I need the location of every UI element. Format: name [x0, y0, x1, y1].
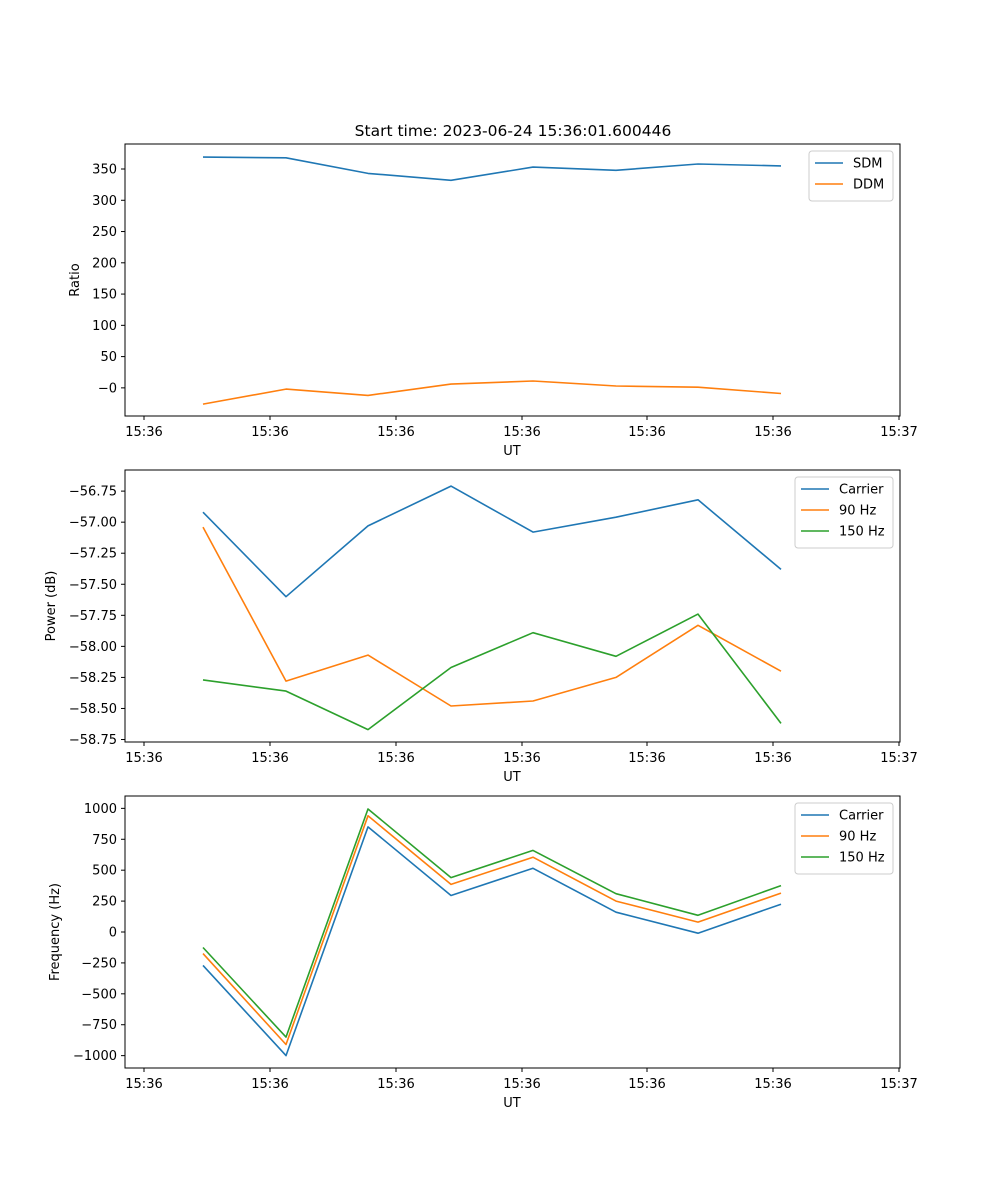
y-tick-label: 750 [92, 833, 117, 848]
axes-frame [124, 795, 901, 1069]
x-tick-label: 15:36 [628, 1077, 665, 1092]
legend-entry: Carrier [839, 809, 884, 824]
x-tick-label: 15:37 [880, 751, 917, 766]
frequency-panel: 15:36 15:36 15:36 15:36 15:36 15:36 15:37 UT 100… [48, 795, 918, 1111]
power-panel: 15:36 15:36 15:36 15:36 15:36 15:36 15:37 UT −56… [44, 469, 918, 785]
y-tick-label: −1000 [73, 1049, 117, 1064]
y-tick-label: −58.00 [69, 640, 117, 655]
legend-entry: Carrier [839, 483, 884, 498]
legend-entry: 90 Hz [839, 830, 876, 845]
y-tick-label: −250 [81, 956, 117, 971]
x-tick-label: 15:36 [754, 425, 791, 440]
series-line-150-hz [202, 613, 782, 731]
x-tick-label: 15:37 [880, 1077, 917, 1092]
x-tick-label: 15:36 [251, 751, 288, 766]
series-line-90-hz [202, 814, 782, 1046]
series-line-90-hz [202, 526, 782, 707]
series-line-150-hz [202, 808, 782, 1038]
x-tick-label: 15:36 [628, 425, 665, 440]
x-tick-label: 15:36 [503, 425, 540, 440]
legend: SDM DDM [808, 150, 894, 202]
y-tick-label: 300 [92, 194, 117, 209]
y-tick-label: 150 [92, 288, 117, 303]
y-tick-label: 0 [109, 926, 117, 941]
ratio-panel: 15:36 15:36 15:36 15:36 15:36 15:36 15:37 UT −0 5… [68, 143, 918, 459]
legend-entry: 90 Hz [839, 504, 876, 519]
y-tick-label: −0 [98, 381, 117, 396]
y-tick-label: −500 [81, 987, 117, 1002]
legend-entry: 150 Hz [839, 525, 885, 540]
legend-entry: SDM [853, 157, 882, 172]
y-tick-label: 500 [92, 864, 117, 879]
y-tick-label: −57.25 [69, 547, 117, 562]
x-tick-label: 15:36 [503, 751, 540, 766]
legend-entry: DDM [853, 178, 884, 193]
series-line-carrier [202, 485, 782, 598]
x-axis-label: UT [503, 770, 521, 785]
y-tick-label: 350 [92, 163, 117, 178]
x-tick-label: 15:36 [251, 1077, 288, 1092]
x-tick-label: 15:36 [628, 751, 665, 766]
y-axis-label: Power (dB) [44, 571, 59, 642]
y-tick-label: 50 [100, 350, 117, 365]
y-tick-label: −58.25 [69, 671, 117, 686]
legend: Carrier 90 Hz 150 Hz [794, 802, 894, 875]
y-axis-label: Frequency (Hz) [48, 883, 63, 981]
x-tick-label: 15:36 [377, 1077, 414, 1092]
y-tick-label: −57.75 [69, 609, 117, 624]
series-line-ddm [202, 380, 782, 405]
legend-entry: 150 Hz [839, 851, 885, 866]
x-tick-label: 15:36 [125, 425, 162, 440]
y-tick-label: 100 [92, 319, 117, 334]
y-tick-label: −750 [81, 1018, 117, 1033]
x-tick-label: 15:36 [754, 1077, 791, 1092]
x-tick-label: 15:36 [125, 1077, 162, 1092]
x-tick-label: 15:36 [754, 751, 791, 766]
y-tick-label: −56.75 [69, 485, 117, 500]
x-tick-label: 15:36 [377, 751, 414, 766]
y-tick-label: 250 [92, 895, 117, 910]
y-tick-label: −58.75 [69, 733, 117, 748]
x-tick-label: 15:36 [125, 751, 162, 766]
y-tick-label: 200 [92, 256, 117, 271]
x-axis-label: UT [503, 1096, 521, 1111]
series-line-carrier [202, 826, 782, 1057]
y-axis-label: Ratio [68, 263, 83, 296]
x-tick-label: 15:36 [503, 1077, 540, 1092]
axes-frame [124, 143, 901, 417]
y-tick-label: −58.50 [69, 702, 117, 717]
legend: Carrier 90 Hz 150 Hz [794, 476, 894, 549]
series-line-sdm [202, 156, 782, 182]
x-axis-label: UT [503, 444, 521, 459]
y-tick-label: 250 [92, 225, 117, 240]
x-tick-label: 15:36 [251, 425, 288, 440]
x-tick-label: 15:37 [880, 425, 917, 440]
y-tick-label: −57.50 [69, 578, 117, 593]
x-tick-label: 15:36 [377, 425, 414, 440]
y-tick-label: 1000 [84, 802, 117, 817]
y-tick-label: −57.00 [69, 516, 117, 531]
chart-title: Start time: 2023-06-24 15:36:01.600446 [355, 122, 672, 140]
axes-frame [124, 469, 901, 743]
